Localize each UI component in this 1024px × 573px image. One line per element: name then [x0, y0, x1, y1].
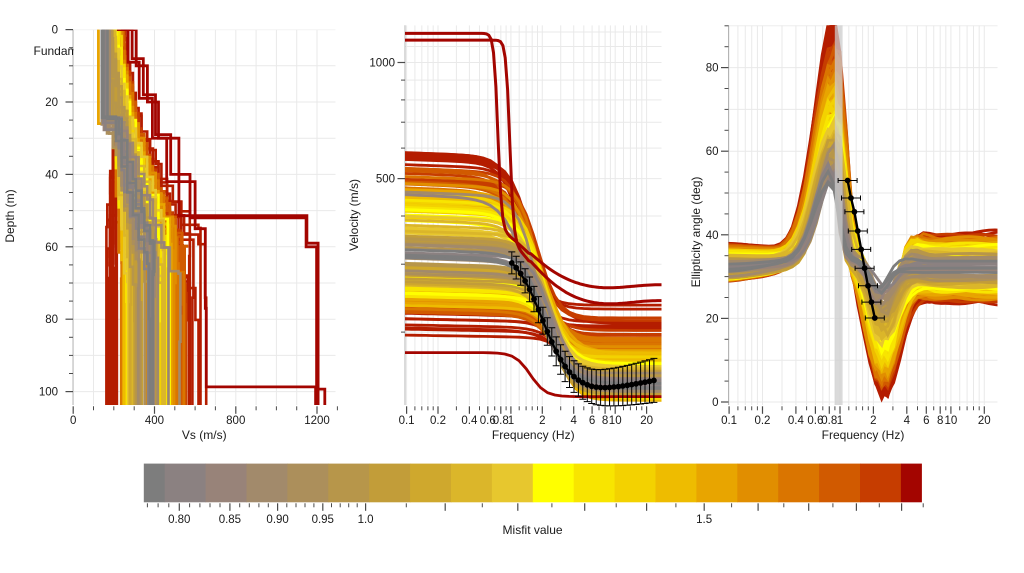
svg-text:Vs (m/s): Vs (m/s) [182, 428, 227, 442]
svg-text:Ellipticity angle (deg): Ellipticity angle (deg) [689, 177, 703, 288]
svg-text:0: 0 [52, 25, 58, 37]
svg-text:1: 1 [508, 415, 514, 427]
svg-text:1.5: 1.5 [696, 514, 712, 526]
svg-text:100: 100 [39, 387, 58, 399]
svg-text:1.0: 1.0 [358, 514, 374, 526]
svg-text:Depth (m): Depth (m) [3, 189, 17, 242]
svg-text:80: 80 [706, 63, 719, 75]
svg-text:0.2: 0.2 [430, 415, 446, 427]
svg-text:500: 500 [376, 174, 395, 186]
svg-text:4: 4 [904, 415, 911, 427]
svg-text:6: 6 [923, 415, 929, 427]
svg-text:Velocity (m/s): Velocity (m/s) [347, 179, 361, 251]
svg-text:0.90: 0.90 [266, 514, 288, 526]
svg-text:0.1: 0.1 [721, 415, 737, 427]
svg-text:0.4: 0.4 [461, 415, 478, 427]
svg-text:80: 80 [45, 314, 58, 326]
svg-text:Fundamental: Fundamental [34, 44, 104, 58]
svg-text:20: 20 [640, 415, 653, 427]
svg-text:20: 20 [706, 313, 719, 325]
svg-text:0.6: 0.6 [480, 415, 496, 427]
svg-text:20: 20 [978, 415, 991, 427]
svg-text:8: 8 [937, 415, 943, 427]
svg-text:40: 40 [45, 169, 58, 181]
svg-text:2: 2 [539, 415, 545, 427]
svg-text:1: 1 [837, 415, 843, 427]
svg-text:6: 6 [589, 415, 595, 427]
svg-text:0.1: 0.1 [399, 415, 415, 427]
svg-text:10: 10 [945, 415, 958, 427]
svg-text:800: 800 [226, 415, 245, 427]
svg-text:Frequency (Hz): Frequency (Hz) [492, 428, 575, 442]
svg-text:20: 20 [45, 97, 58, 109]
svg-text:60: 60 [45, 242, 58, 254]
svg-text:0.8: 0.8 [821, 415, 837, 427]
svg-text:Misfit value: Misfit value [503, 523, 563, 537]
svg-text:0.85: 0.85 [219, 514, 241, 526]
svg-text:0.4: 0.4 [788, 415, 805, 427]
svg-text:4: 4 [570, 415, 577, 427]
svg-text:0.8: 0.8 [493, 415, 509, 427]
svg-text:2: 2 [870, 415, 876, 427]
svg-text:0.6: 0.6 [807, 415, 823, 427]
svg-text:40: 40 [706, 230, 719, 242]
svg-text:1200: 1200 [304, 415, 330, 427]
svg-text:1000: 1000 [369, 58, 395, 70]
svg-text:0.80: 0.80 [168, 514, 190, 526]
svg-text:400: 400 [145, 415, 164, 427]
svg-text:0.95: 0.95 [312, 514, 334, 526]
svg-text:0: 0 [70, 415, 76, 427]
svg-text:10: 10 [609, 415, 622, 427]
svg-text:60: 60 [706, 146, 719, 158]
svg-text:Frequency (Hz): Frequency (Hz) [822, 428, 905, 442]
svg-text:8: 8 [602, 415, 608, 427]
svg-text:0.2: 0.2 [754, 415, 770, 427]
svg-text:0: 0 [712, 397, 718, 409]
